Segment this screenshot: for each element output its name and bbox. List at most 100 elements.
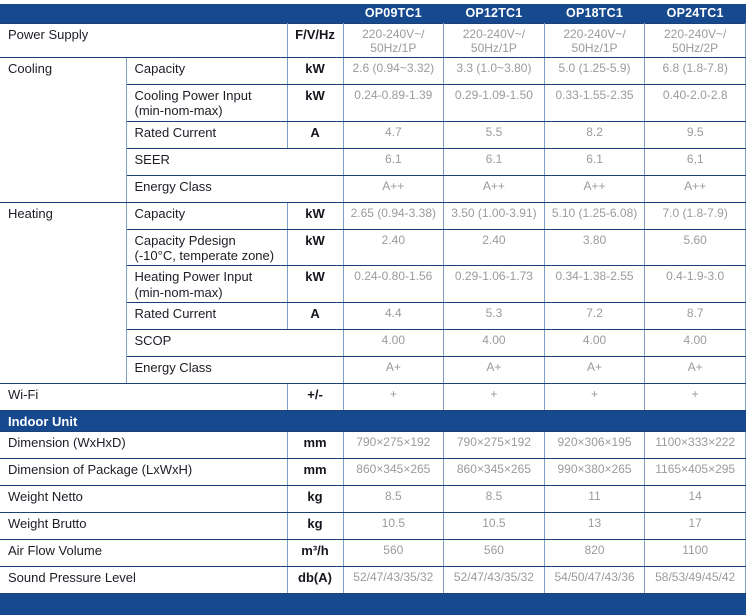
value-cell: A+ [443,356,545,385]
row-label: Power Supply [0,22,288,59]
value-cell: 52/47/43/35/32 [443,566,545,595]
row-label: Capacity [125,201,288,230]
value-cell: 2.6 (0.94~3.32) [342,57,445,86]
value-cell: 220-240V~/ 50Hz/2P [644,22,746,59]
value-cell: 0.29-1.06-1.73 [443,265,545,304]
section-label-heating: Heating [0,201,127,385]
table-row-heating-scop: SCOP 4.00 4.00 4.00 4.00 [0,329,746,358]
value-cell: A++ [543,174,646,203]
value-cell: 1100×333×222 [644,431,746,460]
value-cell: 6.1 [342,147,445,176]
model-name: OP12TC1 [443,4,545,24]
row-label: Air Flow Volume [0,539,288,568]
model-name: OP24TC1 [644,4,746,24]
indoor-unit-section-title: Indoor Unit [0,410,746,433]
value-cell: 0.24-0.89-1.39 [342,84,445,122]
row-label: Capacity Pdesign (-10°C, temperate zone) [126,228,288,267]
model-name: OP09TC1 [343,4,444,24]
value-cell: + [342,383,445,412]
value-cell: 790×275×192 [443,431,545,460]
value-cell: + [543,383,646,412]
unit-cell: mm [286,431,344,460]
value-cell: 52/47/43/35/32 [342,566,445,595]
section-label-cooling: Cooling [0,57,127,203]
value-cell: 8.7 [644,302,746,331]
table-row-heating-energy-class: Energy Class A+ A+ A+ A+ [0,356,746,385]
table-row-weight-brutto: Weight Brutto kg 10.5 10.5 13 17 [0,512,746,541]
value-cell: 8.5 [443,485,545,514]
table-row-sound-pressure: Sound Pressure Level db(A) 52/47/43/35/3… [0,566,746,595]
table-row-cooling-capacity: Cooling Capacity kW 2.6 (0.94~3.32) 3.3 … [0,57,746,203]
value-cell: A++ [443,174,545,203]
value-cell: A++ [342,174,445,203]
model-header-row: OP09TC1 OP12TC1 OP18TC1 OP24TC1 [0,4,746,24]
table-row-heating-capacity: Heating Capacity kW 2.65 (0.94-3.38) 3.5… [0,201,746,385]
unit-cell: kg [286,485,344,514]
value-cell: 220-240V~/ 50Hz/1P [342,22,445,59]
indoor-unit-band-row: Indoor Unit [0,410,746,433]
unit-cell: +/- [286,383,344,412]
value-cell: 4.7 [342,120,445,149]
value-cell: 6.8 (1.8-7.8) [644,57,746,86]
value-cell: 820 [543,539,646,568]
value-cell: 6,1 [644,147,746,176]
value-cell: 6.1 [443,147,545,176]
value-cell: 7.0 (1.8-7.9) [644,201,746,230]
unit-cell: mm [286,458,344,487]
unit-cell: A [286,302,344,331]
header-band-spacer [0,4,344,24]
table-row-package-dimension: Dimension of Package (LxWxH) mm 860×345×… [0,458,746,487]
row-label: Weight Netto [0,485,288,514]
value-cell: 4.00 [342,329,445,358]
table-row-heating-power-input: Heating Power Input (min-nom-max) kW 0.2… [0,265,746,304]
table-row-cooling-rated-current: Rated Current A 4.7 5.5 8.2 9.5 [0,120,746,149]
unit-cell: db(A) [286,566,344,595]
unit-cell: m³/h [286,539,344,568]
unit-cell: kW [286,201,344,230]
value-cell: 1165×405×295 [644,458,746,487]
value-cell: 2.40 [443,228,545,267]
value-cell: 5.10 (1.25-6.08) [543,201,646,230]
value-cell: 4.00 [543,329,646,358]
value-cell: A+ [644,356,746,385]
table-row-wifi: Wi-Fi +/- + + + + [0,383,746,412]
value-cell: 58/53/49/45/42 [644,566,746,595]
value-cell: 3.3 (1.0~3.80) [443,57,545,86]
value-cell: A+ [543,356,646,385]
value-cell: 10.5 [342,512,445,541]
table-row-heating-pdesign: Capacity Pdesign (-10°C, temperate zone)… [0,228,746,267]
row-label: SCOP [126,329,344,358]
row-label: Rated Current [126,120,288,149]
row-label: Sound Pressure Level [0,566,288,595]
row-label: Energy Class [126,356,344,385]
value-cell: 560 [443,539,545,568]
value-cell: 5.0 (1.25-5.9) [543,57,646,86]
value-cell: 7.2 [543,302,646,331]
value-cell: 990×380×265 [543,458,646,487]
model-name: OP18TC1 [544,4,645,24]
value-cell: 220-240V~/ 50Hz/1P [543,22,646,59]
value-cell: 14 [644,485,746,514]
value-cell: 4.00 [443,329,545,358]
value-cell: 5.60 [644,228,746,267]
row-label: Cooling Power Input (min-nom-max) [126,84,288,122]
value-cell: 0.34-1.38-2.55 [543,265,646,304]
value-cell: 0.24-0.80-1.56 [342,265,445,304]
value-cell: 860×345×265 [443,458,545,487]
value-cell: 0.29-1.09-1.50 [443,84,545,122]
value-cell: 8.2 [543,120,646,149]
value-cell: 11 [543,485,646,514]
value-cell: 54/50/47/43/36 [543,566,646,595]
table-row-dimension: Dimension (WxHxD) mm 790×275×192 790×275… [0,431,746,460]
row-label: Wi-Fi [0,383,288,412]
value-cell: 1100 [644,539,746,568]
value-cell: 790×275×192 [342,431,445,460]
table-row-air-flow: Air Flow Volume m³/h 560 560 820 1100 [0,539,746,568]
value-cell: 4.4 [342,302,445,331]
value-cell: 8.5 [342,485,445,514]
value-cell: 9.5 [644,120,746,149]
unit-cell: A [286,120,344,149]
value-cell: 0.40-2.0-2.8 [644,84,746,122]
value-cell: 5.3 [443,302,545,331]
row-label: Heating Power Input (min-nom-max) [126,265,288,304]
